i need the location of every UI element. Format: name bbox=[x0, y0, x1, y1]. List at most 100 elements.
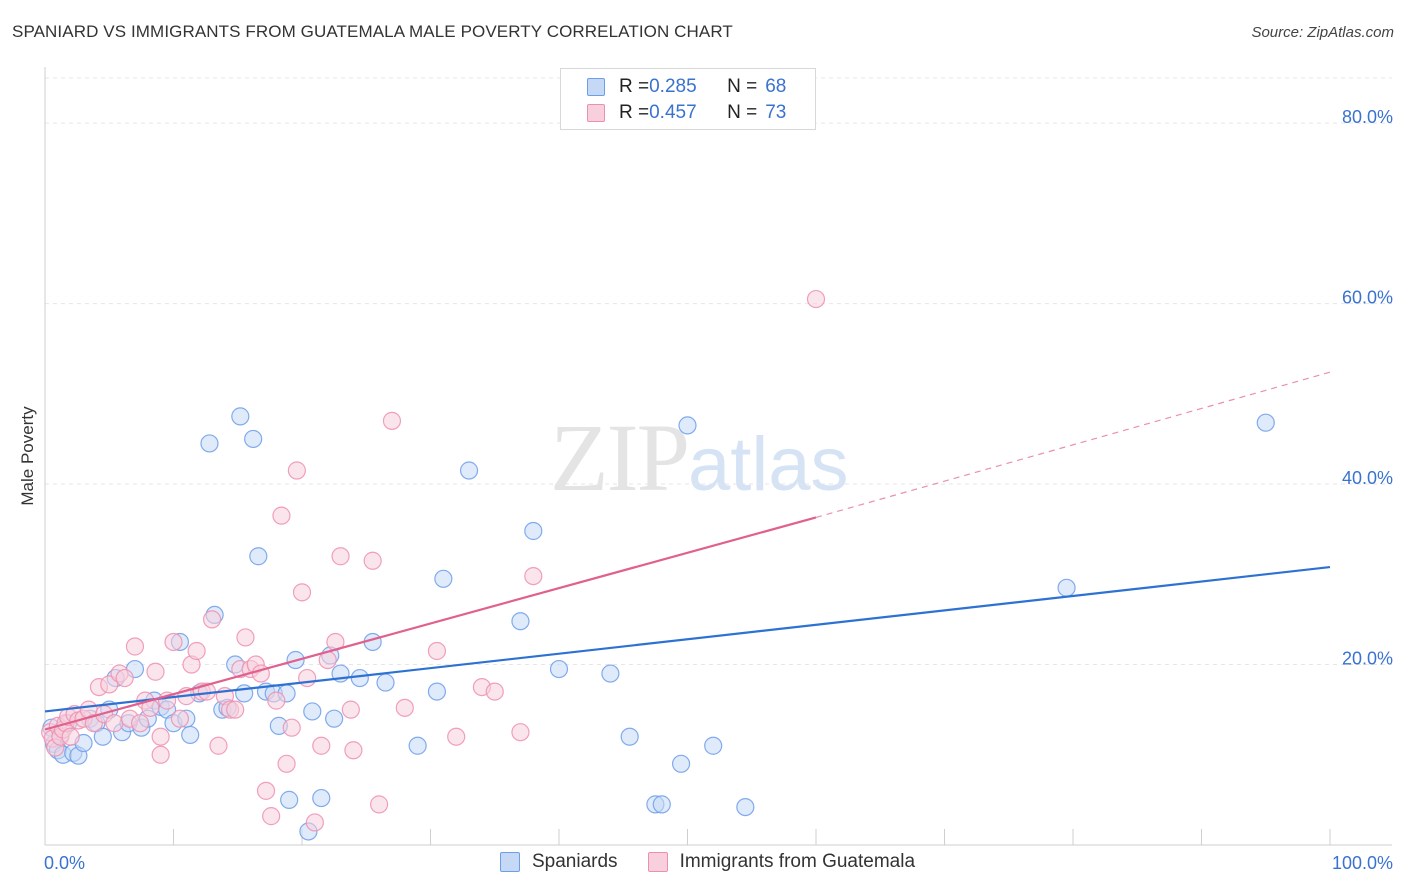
spaniard-point bbox=[325, 709, 344, 728]
spaniard-point bbox=[601, 664, 620, 683]
guatemala-point bbox=[485, 682, 504, 701]
series-legend: Spaniards Immigrants from Guatemala bbox=[500, 851, 945, 873]
watermark: ZIPatlas bbox=[550, 402, 849, 513]
guatemala-point bbox=[282, 718, 301, 737]
guatemala-point bbox=[272, 506, 291, 525]
spaniard-point bbox=[244, 429, 263, 449]
guatemala-point bbox=[151, 727, 170, 746]
guatemala-point bbox=[312, 736, 331, 755]
spaniard-point bbox=[1057, 578, 1076, 597]
guatemala-point bbox=[146, 662, 165, 681]
guatemala-point bbox=[130, 714, 150, 733]
r-value: 0.285 bbox=[649, 76, 697, 97]
spaniard-point bbox=[1256, 413, 1275, 432]
spaniard-point bbox=[231, 407, 250, 426]
r-label: R = bbox=[619, 102, 650, 123]
guatemala-point bbox=[395, 698, 414, 717]
guatemala-point bbox=[187, 641, 206, 661]
guatemala-point bbox=[256, 781, 276, 800]
guatemala-point bbox=[61, 727, 80, 746]
guatemala-point bbox=[125, 637, 145, 656]
n-value: 68 bbox=[765, 76, 787, 97]
guatemala-point bbox=[292, 583, 312, 602]
guatemala-point bbox=[511, 723, 530, 742]
y-tick-label: 20.0% bbox=[1342, 649, 1393, 669]
spaniard-point bbox=[376, 673, 395, 692]
spaniard-point bbox=[312, 788, 331, 808]
watermark-zip: ZIP bbox=[550, 404, 690, 511]
spaniards-trend-line bbox=[44, 565, 1331, 713]
guatemala-point bbox=[298, 668, 317, 688]
legend-item-spaniards[interactable]: Spaniards bbox=[500, 851, 618, 873]
spaniard-point bbox=[704, 736, 723, 755]
guatemala-point bbox=[105, 714, 124, 733]
guatemala-point bbox=[447, 727, 466, 746]
guatemala-point bbox=[277, 754, 296, 773]
legend-item-guatemala[interactable]: Immigrants from Guatemala bbox=[647, 851, 916, 873]
watermark-atlas: atlas bbox=[688, 422, 849, 507]
guatemala-point bbox=[115, 668, 134, 688]
spaniard-point bbox=[671, 754, 691, 773]
guatemala-point bbox=[382, 411, 402, 430]
y-tick-label: 60.0% bbox=[1342, 288, 1393, 308]
guatemala-point bbox=[164, 632, 183, 652]
guatemala-point bbox=[202, 610, 222, 629]
stats-legend: R = 0.285 N = 68 R = 0.457 N = 73 bbox=[560, 68, 816, 130]
spaniard-point bbox=[678, 416, 697, 435]
spaniard-point bbox=[181, 725, 200, 745]
n-label: N = bbox=[727, 102, 758, 123]
guatemala-point bbox=[305, 813, 324, 832]
guatemala-point bbox=[287, 461, 306, 480]
guatemala-trend-line bbox=[44, 516, 817, 731]
spaniard-point bbox=[280, 790, 299, 809]
spaniard-point bbox=[524, 521, 543, 541]
stats-legend-row-guatemala: R = 0.457 N = 73 bbox=[587, 101, 786, 125]
spaniard-point bbox=[350, 668, 369, 688]
legend-label-guatemala: Immigrants from Guatemala bbox=[679, 851, 916, 872]
guatemala-point bbox=[226, 700, 245, 719]
legend-swatch-pink bbox=[647, 852, 668, 872]
spaniard-point bbox=[93, 727, 112, 746]
guatemala-point bbox=[331, 547, 350, 566]
n-value: 73 bbox=[765, 102, 787, 123]
guatemala-point bbox=[151, 745, 170, 764]
legend-swatch-pink bbox=[587, 104, 605, 122]
source-label: Source: ZipAtlas.com bbox=[1251, 24, 1394, 41]
spaniard-point bbox=[200, 434, 219, 453]
guatemala-point bbox=[344, 741, 363, 760]
spaniard-point bbox=[249, 547, 268, 566]
spaniard-point bbox=[652, 795, 671, 814]
stats-legend-row-spaniards: R = 0.285 N = 68 bbox=[587, 75, 786, 99]
legend-swatch-blue bbox=[500, 852, 520, 872]
guatemala-point bbox=[524, 566, 543, 586]
r-value: 0.457 bbox=[649, 102, 697, 123]
guatemala-point bbox=[170, 709, 190, 728]
spaniard-point bbox=[459, 461, 479, 480]
x-tick-label: 100.0% bbox=[1332, 853, 1393, 873]
guatemala-point bbox=[262, 807, 281, 826]
spaniard-point bbox=[511, 612, 530, 631]
guatemala-point bbox=[427, 641, 447, 661]
guatemala-point bbox=[363, 551, 382, 570]
spaniard-point bbox=[736, 798, 755, 817]
chart-title: SPANIARD VS IMMIGRANTS FROM GUATEMALA MA… bbox=[12, 22, 733, 41]
guatemala-point bbox=[370, 795, 389, 814]
spaniard-point bbox=[303, 702, 322, 721]
spaniard-point bbox=[427, 682, 447, 701]
y-tick-label: 80.0% bbox=[1342, 107, 1393, 127]
spaniard-point bbox=[434, 569, 453, 588]
guatemala-trend-extension bbox=[815, 371, 1331, 519]
x-tick-label: 0.0% bbox=[44, 853, 85, 873]
guatemala-point bbox=[236, 628, 255, 647]
guatemala-point bbox=[267, 691, 286, 710]
spaniard-point bbox=[408, 736, 427, 755]
spaniard-point bbox=[620, 727, 639, 746]
guatemala-point bbox=[209, 736, 228, 755]
spaniard-point bbox=[549, 659, 569, 679]
r-label: R = bbox=[619, 76, 650, 97]
legend-swatch-blue bbox=[587, 78, 605, 96]
legend-label-spaniards: Spaniards bbox=[532, 851, 618, 872]
y-tick-label: 40.0% bbox=[1342, 468, 1393, 488]
n-label: N = bbox=[727, 76, 758, 97]
